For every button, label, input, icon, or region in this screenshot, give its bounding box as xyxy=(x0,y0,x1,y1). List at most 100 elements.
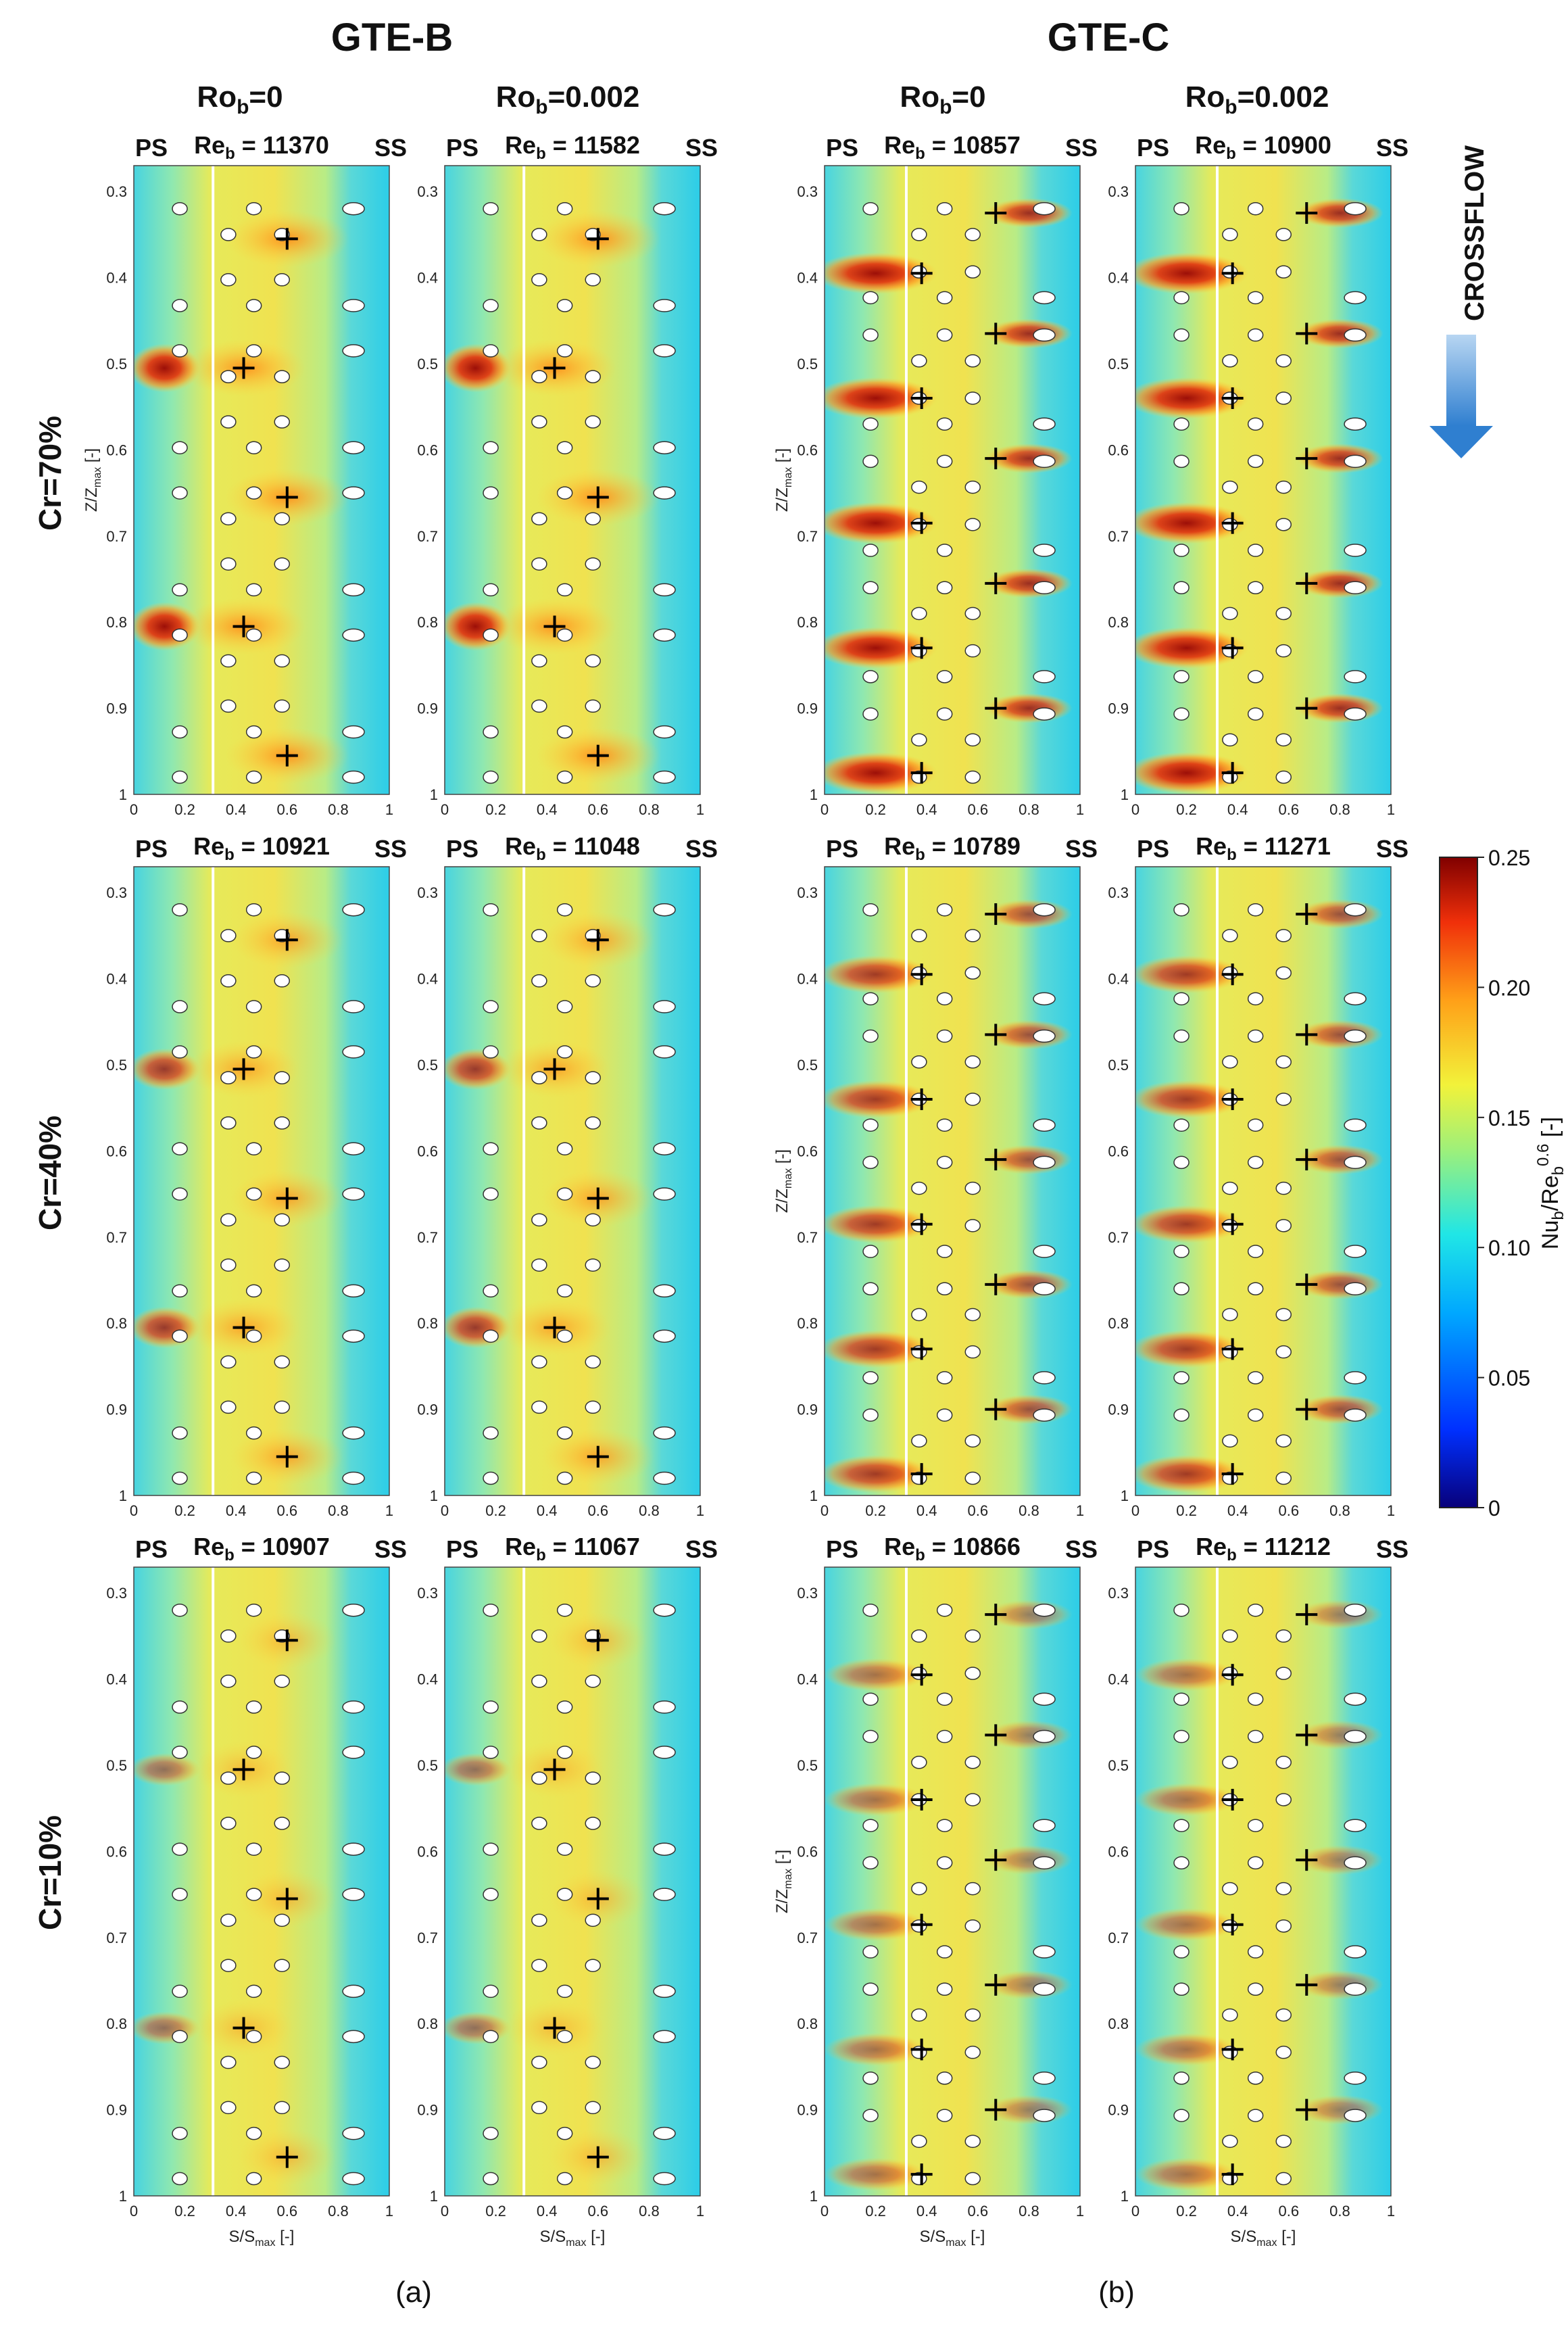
pin-marker xyxy=(220,974,237,988)
x-tick-label: 0.4 xyxy=(916,801,937,818)
x-tick-label: 0.6 xyxy=(968,2203,989,2220)
pin-marker xyxy=(531,1213,547,1227)
pin-marker xyxy=(1033,670,1056,684)
cross-marker xyxy=(1221,1088,1244,1110)
cross-marker xyxy=(1296,202,1318,224)
y-tick-label: 0.5 xyxy=(797,1757,818,1774)
pin-marker xyxy=(172,2030,188,2044)
cross-marker xyxy=(910,2038,933,2061)
pin-marker xyxy=(1222,1881,1238,1896)
y-tick-label: 0.4 xyxy=(1108,270,1129,287)
pin-marker xyxy=(556,1000,573,1013)
pin-marker xyxy=(483,1284,499,1298)
pin-marker xyxy=(964,1308,981,1322)
pin-marker xyxy=(172,628,188,642)
pin-marker xyxy=(556,1471,573,1485)
pin-marker xyxy=(1033,454,1056,469)
cross-marker xyxy=(910,512,933,534)
x-tick-label: 0 xyxy=(130,801,138,818)
cross-marker xyxy=(1296,1973,1318,1996)
pin-marker xyxy=(245,1045,262,1059)
x-tick-label: 0.4 xyxy=(226,801,247,818)
pin-marker xyxy=(936,454,953,469)
pin-marker xyxy=(1222,1308,1238,1322)
pin-marker xyxy=(911,2008,927,2022)
y-tick-label: 1 xyxy=(119,1487,127,1504)
x-tick-label: 0.6 xyxy=(588,801,609,818)
heatmap-field xyxy=(445,867,700,1495)
y-tick-label: 0.4 xyxy=(1108,1671,1129,1688)
pin-marker xyxy=(1275,228,1292,241)
pin-marker xyxy=(862,1155,879,1170)
pin-marker xyxy=(1275,391,1292,405)
pin-marker xyxy=(964,2172,981,2186)
y-tick-label: 0.4 xyxy=(106,971,127,988)
pin-marker xyxy=(342,299,365,312)
pin-marker xyxy=(964,2045,981,2059)
y-tick-label: 1 xyxy=(1121,786,1129,803)
heatmap-field xyxy=(1135,867,1391,1495)
pin-marker xyxy=(1275,733,1292,747)
hot-streak xyxy=(134,1306,201,1349)
cross-marker xyxy=(910,387,933,409)
pin-marker xyxy=(1344,328,1367,342)
y-tick-label: 0.7 xyxy=(1108,528,1129,545)
pin-marker xyxy=(585,699,601,713)
cross-marker xyxy=(587,1187,609,1209)
reynolds-label: Reb = 10789 xyxy=(884,832,1021,864)
pin-marker xyxy=(585,415,601,429)
pin-marker xyxy=(1222,606,1238,621)
cross-marker xyxy=(985,2099,1007,2121)
pin-marker xyxy=(862,1603,879,1617)
pin-marker xyxy=(220,512,237,526)
x-tick-label: 0.2 xyxy=(485,801,506,818)
pin-marker xyxy=(483,1426,499,1440)
pin-marker xyxy=(483,1000,499,1013)
cross-marker xyxy=(276,744,298,767)
y-tick-label: 0.9 xyxy=(417,700,438,717)
cross-marker xyxy=(543,1316,566,1339)
pin-marker xyxy=(1344,417,1367,431)
pin-marker xyxy=(862,201,879,216)
x-tick-label: 1 xyxy=(1387,1502,1395,1519)
hot-streak xyxy=(825,1908,928,1942)
pin-marker xyxy=(1173,1856,1190,1870)
y-tick-label: 1 xyxy=(810,786,818,803)
pin-marker xyxy=(1173,1729,1190,1744)
pin-marker xyxy=(911,354,927,368)
pin-marker xyxy=(1173,1603,1190,1617)
pin-marker xyxy=(531,228,547,241)
x-tick-label: 0.8 xyxy=(1329,2203,1350,2220)
pin-marker xyxy=(274,1258,290,1272)
pin-marker xyxy=(911,929,927,942)
x-tick-label: 0.2 xyxy=(174,2203,195,2220)
colorbar-label: Nub/Reb0.6 [-] xyxy=(1534,1117,1567,1249)
pin-marker xyxy=(342,441,365,454)
pin-marker xyxy=(342,1187,365,1201)
pin-marker xyxy=(531,1913,547,1927)
side-label-ss: SS xyxy=(1376,835,1408,863)
hot-streak xyxy=(1135,377,1249,419)
pin-marker xyxy=(531,557,547,571)
pin-marker xyxy=(964,1629,981,1643)
pin-marker xyxy=(220,1913,237,1927)
y-tick-label: 0.3 xyxy=(797,183,818,200)
cross-marker xyxy=(985,448,1007,470)
side-label-ps: PS xyxy=(1137,835,1169,863)
pin-marker xyxy=(911,606,927,621)
pin-marker xyxy=(653,2126,676,2140)
pin-marker xyxy=(1222,1345,1238,1359)
y-tick-label: 0.4 xyxy=(797,1671,818,1688)
cross-marker xyxy=(543,2017,566,2039)
pin-marker xyxy=(1247,1282,1264,1295)
pin-marker xyxy=(862,2109,879,2122)
cross-marker xyxy=(1296,1024,1318,1046)
hot-streak xyxy=(1135,2157,1239,2191)
pin-marker xyxy=(531,699,547,713)
pin-marker xyxy=(1222,480,1238,494)
y-tick-label: 0.7 xyxy=(417,1229,438,1246)
pin-marker xyxy=(936,1245,953,1258)
pin-marker xyxy=(653,628,676,642)
pin-marker xyxy=(911,480,927,494)
